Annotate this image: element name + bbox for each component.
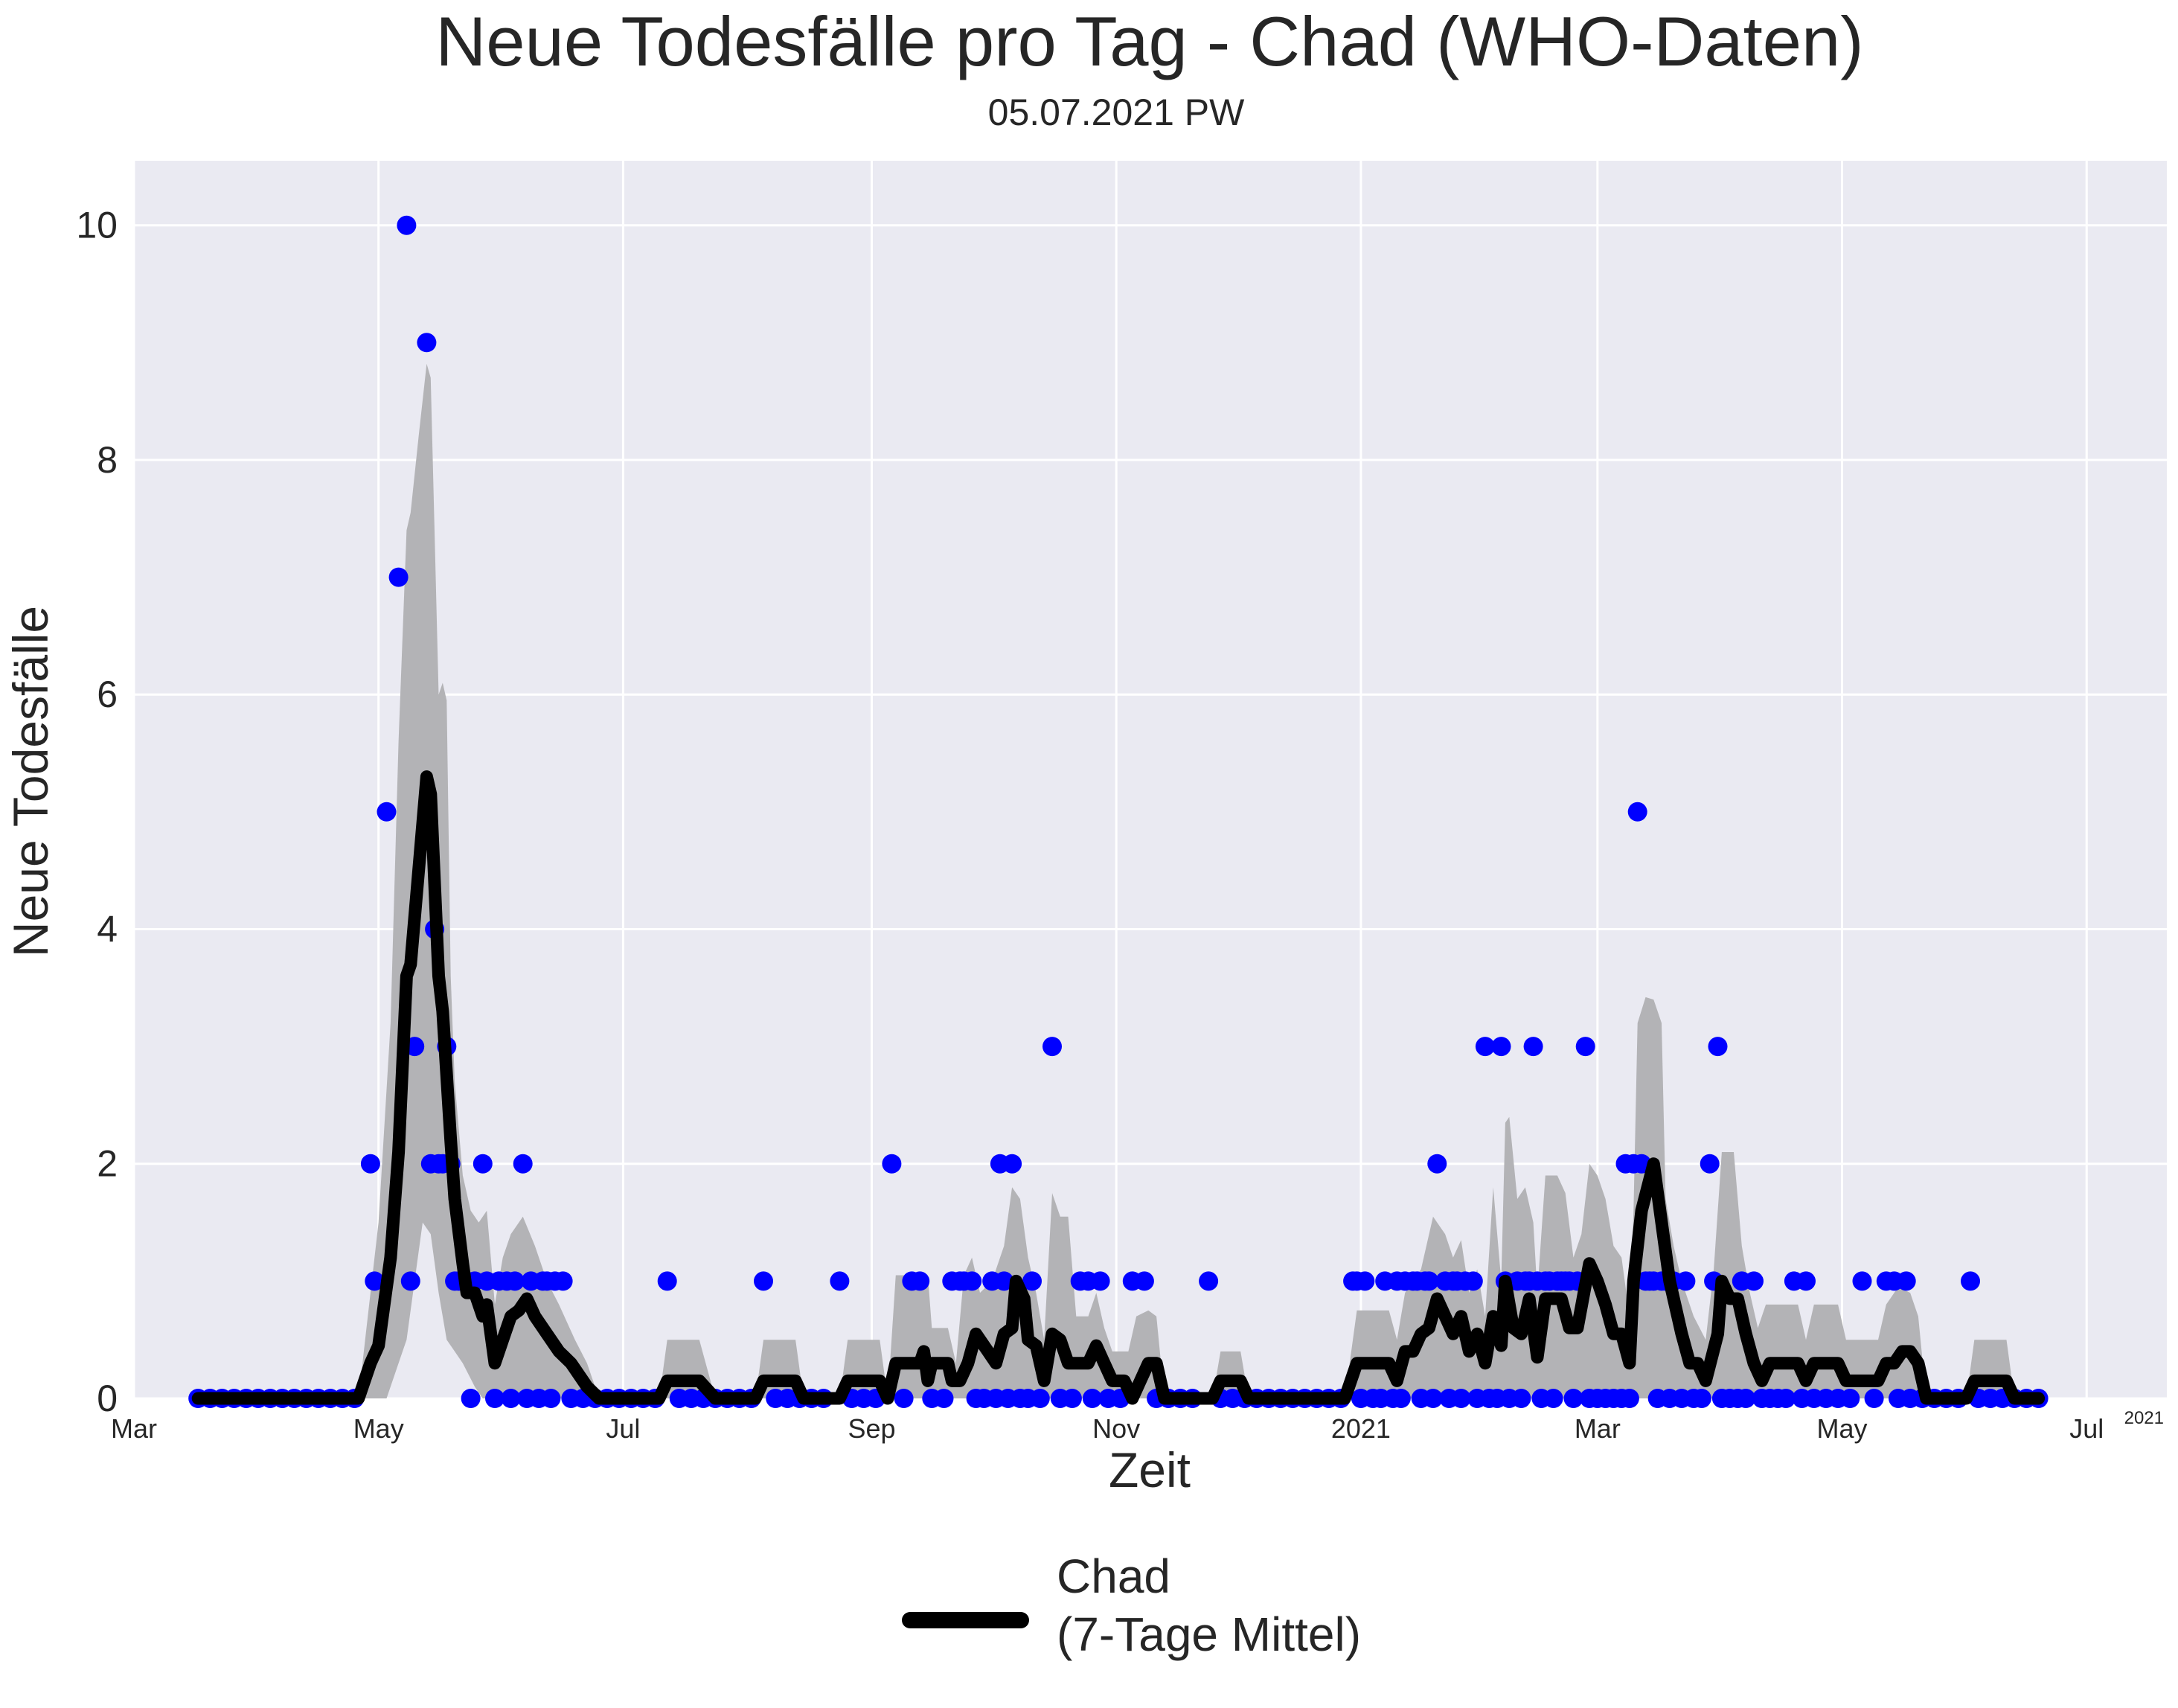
data-point xyxy=(553,1271,573,1291)
data-point xyxy=(1355,1271,1375,1291)
data-point xyxy=(1961,1271,1980,1291)
data-point xyxy=(1864,1389,1884,1408)
x-tick-label: Mar xyxy=(111,1413,157,1444)
data-point xyxy=(1619,1389,1639,1408)
data-point xyxy=(934,1389,954,1408)
data-point xyxy=(1042,1037,1062,1057)
data-point xyxy=(1134,1271,1154,1291)
data-point xyxy=(1796,1271,1816,1291)
data-point xyxy=(1563,1389,1583,1408)
data-point xyxy=(1491,1037,1511,1057)
x-tick-label: May xyxy=(353,1413,404,1444)
data-point xyxy=(910,1271,930,1291)
data-point xyxy=(360,1154,380,1174)
seven-day-average-line xyxy=(191,770,2046,1405)
x-tick-label: Jul xyxy=(606,1413,640,1444)
data-point xyxy=(1744,1271,1764,1291)
data-point xyxy=(1419,1271,1439,1291)
data-point xyxy=(1676,1271,1696,1291)
x-axis-ticks: Mar May Jul Sep Nov 2021 Mar May Jul xyxy=(111,1413,2104,1444)
data-point xyxy=(461,1389,481,1408)
y-axis-ticks: 0 2 4 6 8 10 xyxy=(76,205,118,1419)
data-point xyxy=(994,1271,1014,1291)
data-point xyxy=(397,215,417,235)
data-point xyxy=(1691,1389,1711,1408)
data-point xyxy=(1700,1154,1720,1174)
y-tick-label: 8 xyxy=(97,439,118,481)
data-point xyxy=(657,1271,677,1291)
data-point xyxy=(513,1154,533,1174)
data-point xyxy=(1002,1154,1022,1174)
x-tick-label: Jul xyxy=(2069,1413,2104,1444)
data-point xyxy=(473,1154,493,1174)
data-point xyxy=(754,1271,773,1291)
average-line-path xyxy=(191,770,2046,1405)
data-point xyxy=(894,1389,914,1408)
data-point xyxy=(1391,1389,1411,1408)
data-point xyxy=(388,567,409,587)
data-point xyxy=(1082,1389,1102,1408)
data-point xyxy=(1776,1389,1796,1408)
legend-label-line: Chad xyxy=(1057,1549,1170,1603)
data-point xyxy=(830,1271,850,1291)
chart-title: Neue Todesfälle pro Tag - Chad (WHO-Date… xyxy=(435,2,1863,80)
x-tick-label: Sep xyxy=(848,1413,895,1444)
data-point xyxy=(505,1271,525,1291)
data-point xyxy=(485,1389,505,1408)
legend-label-line: (7-Tage Mittel) xyxy=(1057,1608,1361,1661)
data-point xyxy=(1896,1271,1916,1291)
y-axis-label: Neue Todesfälle xyxy=(3,606,58,957)
data-point xyxy=(1451,1389,1471,1408)
data-point xyxy=(1463,1271,1483,1291)
data-point xyxy=(365,1271,385,1291)
legend: Chad (7-Tage Mittel) xyxy=(902,1549,1361,1661)
x-axis-label: Zeit xyxy=(1109,1442,1191,1497)
data-point xyxy=(1090,1271,1110,1291)
chart-subtitle: 05.07.2021 PW xyxy=(988,92,1245,133)
data-point xyxy=(1627,802,1647,822)
data-point xyxy=(1475,1037,1495,1057)
x-tick-label: Mar xyxy=(1575,1413,1621,1444)
data-point xyxy=(882,1154,902,1174)
data-point xyxy=(501,1389,521,1408)
data-point xyxy=(1511,1389,1531,1408)
data-point xyxy=(1427,1154,1447,1174)
plot-area xyxy=(134,161,2167,1398)
data-point xyxy=(962,1271,982,1291)
data-point xyxy=(1062,1389,1082,1408)
data-point xyxy=(1840,1389,1860,1408)
y-tick-label: 6 xyxy=(97,674,118,715)
data-point xyxy=(377,802,397,822)
data-point xyxy=(1708,1037,1728,1057)
x-tick-label: May xyxy=(1817,1413,1868,1444)
data-point xyxy=(541,1389,561,1408)
data-point xyxy=(1575,1037,1595,1057)
data-point xyxy=(1199,1271,1219,1291)
y-tick-label: 10 xyxy=(76,205,118,246)
data-point xyxy=(400,1271,420,1291)
data-point xyxy=(1523,1037,1543,1057)
data-point xyxy=(1030,1389,1050,1408)
y-tick-label: 4 xyxy=(97,908,118,950)
data-point xyxy=(1852,1271,1872,1291)
y-tick-label: 0 xyxy=(97,1378,118,1419)
x-tick-label: 2021 xyxy=(1331,1413,1391,1444)
x-axis-offset-label: 2021 xyxy=(2124,1408,2164,1428)
data-point xyxy=(417,333,437,353)
data-point xyxy=(1022,1271,1042,1291)
legend-label: Chad (7-Tage Mittel) xyxy=(1057,1549,1361,1661)
x-tick-label: Nov xyxy=(1092,1413,1140,1444)
data-point xyxy=(1543,1389,1563,1408)
data-point xyxy=(1736,1389,1756,1408)
y-tick-label: 2 xyxy=(97,1143,118,1185)
data-point xyxy=(1423,1389,1443,1408)
